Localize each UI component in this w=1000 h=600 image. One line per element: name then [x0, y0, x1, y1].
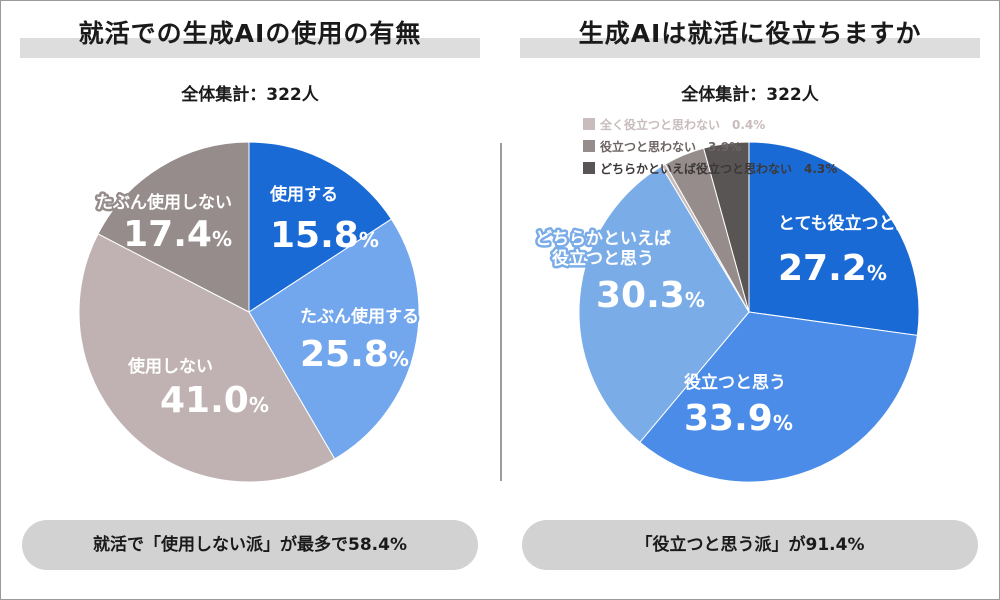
panel-divider [500, 143, 502, 481]
pie0-slice-3 [97, 141, 250, 313]
legend-swatch-1 [583, 140, 595, 152]
pie1-slice-5 [703, 141, 750, 313]
pie1-label-1: 役立つと思う [684, 372, 786, 393]
pie0-slice-2 [78, 233, 336, 483]
pie0-label-3: たぶん使用しない [96, 192, 232, 213]
pie0-label-0: 使用する [269, 184, 338, 205]
pie0-slice-1 [248, 218, 420, 460]
pie1-slice-2 [578, 165, 750, 444]
total-count-right: 全体集計：322人 [681, 85, 819, 105]
legend-swatch-2 [583, 162, 595, 174]
pie0-value-1: 25.8% [300, 334, 409, 375]
summary-pill-left: 就活で「使用しない派」が最多で58.4% [22, 520, 478, 570]
chart-title-right: 生成AIは就活に役立ちますか [578, 19, 922, 48]
pie1-label-0: とても役立つと思う [778, 213, 930, 234]
pie0-label-2: 使用しない [127, 356, 213, 377]
title-band-right [520, 38, 980, 58]
chart-title-left: 就活での生成AIの使用の有無 [78, 19, 422, 48]
pie0-label-1: たぶん使用する [300, 306, 419, 327]
pie1-slice-0 [748, 141, 920, 336]
summary-pill-right: 「役立つと思う派」が91.4% [522, 520, 978, 570]
pie0-slice-0 [248, 141, 393, 313]
pie1-label-2: どちらかといえば役立つと思う [535, 229, 671, 269]
title-band-left [20, 38, 480, 58]
legend-label-0: 全く役立つと思わない 0.4% [599, 117, 765, 132]
total-count-left: 全体集計：322人 [181, 85, 319, 105]
pie0-value-0: 15.8% [270, 215, 379, 256]
pie1-slice-1 [639, 311, 918, 483]
legend-label-1: 役立つと思わない 3.9% [600, 139, 741, 154]
legend-label-2: どちらかといえば役立つと思わない 4.3% [600, 161, 837, 176]
legend-swatch-0 [583, 118, 595, 130]
